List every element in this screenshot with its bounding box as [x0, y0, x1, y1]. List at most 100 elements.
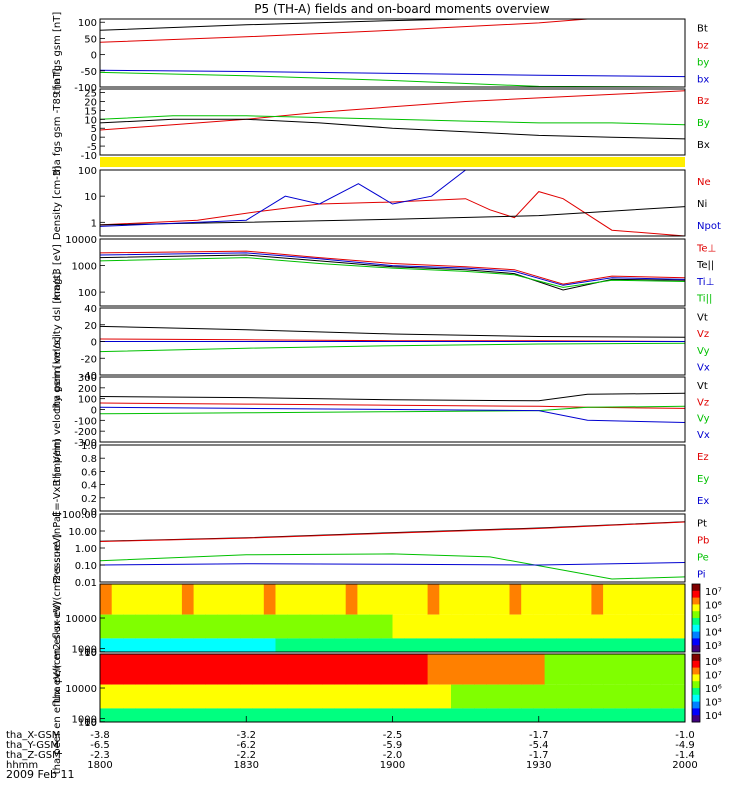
panel-4: 10000 1000 100 magt3 [eV] Te⊥ Te|| Ti⊥ Ti||: [52, 235, 716, 307]
spectrogram-cell: [451, 684, 464, 709]
spectrogram-cell: [392, 708, 405, 722]
spectrogram-cell: [111, 708, 124, 722]
spectrogram-cell: [509, 584, 522, 615]
spectrogram-cell: [345, 638, 358, 652]
spectrogram-cell: [275, 684, 288, 709]
spectrogram-cell: [287, 708, 300, 722]
spectrogram-cell: [591, 654, 604, 685]
x-annotation-value: 2000: [672, 760, 697, 771]
spectrogram-cell: [532, 638, 546, 652]
legend-entry: Pb: [697, 536, 709, 547]
spectrogram-cell: [544, 638, 557, 652]
spectrogram-cell: [100, 638, 113, 652]
spectrogram-cell: [228, 708, 241, 722]
spectrogram-cell: [427, 654, 440, 685]
spectrogram-cell: [135, 708, 148, 722]
y-tick-label: -200: [74, 427, 97, 438]
spectrogram-cell: [228, 684, 241, 709]
spectrogram-cell: [205, 614, 218, 639]
legend-entry: Pe: [697, 553, 709, 564]
spectrogram-cell: [275, 614, 288, 639]
colorbar-tick-label: 10⁸: [705, 657, 722, 668]
legend-entry: Pi: [697, 570, 706, 581]
spectrogram-cell: [263, 708, 276, 722]
series-line-bz: [99, 18, 588, 43]
y-axis-label: Density [cm-3]: [52, 166, 63, 240]
spectrogram-cell: [427, 638, 440, 652]
spectrogram-cell: [287, 614, 300, 639]
panel-frame: [99, 444, 686, 512]
spectrogram-cell: [334, 708, 347, 722]
spectrogram-cell: [334, 614, 347, 639]
spectrogram-cell: [310, 614, 323, 639]
series-line-Bx: [99, 118, 686, 140]
y-tick-label: 0: [91, 406, 97, 417]
x-annotation-value: -5.4: [529, 740, 549, 751]
spectrogram-cell: [603, 708, 616, 722]
spectrogram-cell: [287, 684, 300, 709]
spectrogram-cell: [544, 684, 557, 709]
spectrogram-cell: [486, 684, 499, 709]
spectrogram-cell: [298, 638, 312, 652]
spectrogram-cell: [287, 638, 300, 652]
legend-entry: Vt: [697, 381, 708, 392]
spectrogram-cell: [205, 654, 218, 685]
spectrogram-cell: [509, 614, 522, 639]
colorbar-segment: [692, 654, 700, 662]
spectrogram-cell: [521, 654, 534, 685]
spectrogram-cell: [357, 614, 370, 639]
spectrogram-cell: [392, 638, 405, 652]
spectrogram-cell: [111, 654, 124, 685]
series-line-Ti||: [99, 257, 686, 288]
spectrogram-cell: [626, 708, 639, 722]
spectrogram-cell: [614, 708, 627, 722]
spectrogram-cell: [462, 708, 475, 722]
spectrogram-cell: [263, 614, 276, 639]
spectrogram-cell: [415, 708, 429, 722]
spectrogram-cell: [614, 684, 627, 709]
spectrogram-cell: [263, 638, 276, 652]
spectrogram-cell: [170, 708, 183, 722]
spectrogram-cell: [193, 684, 206, 709]
spectrogram-cell: [509, 638, 522, 652]
spectrogram-cell: [357, 708, 370, 722]
spectrogram-cell: [310, 584, 323, 615]
spectrogram-cell: [240, 614, 253, 639]
series-line-Vx: [99, 406, 686, 423]
spectrogram-cell: [661, 584, 674, 615]
spectrogram-cell: [451, 638, 464, 652]
spectrogram-cell: [638, 584, 651, 615]
spectrogram-cell: [263, 584, 276, 615]
spectrogram-cell: [591, 684, 604, 709]
legend-entry: bz: [697, 41, 709, 52]
panel-2: [100, 157, 685, 167]
spectrogram-cell: [111, 638, 124, 652]
colorbar-tick-label: 10⁶: [705, 684, 722, 695]
spectrogram-cell: [345, 614, 358, 639]
colorbar-tick-label: 10³: [705, 641, 722, 652]
x-annotation-value: 1830: [234, 760, 259, 771]
spectrogram-cell: [497, 708, 510, 722]
x-annotation-value: 1900: [380, 760, 405, 771]
y-axis-label: tha fgs gsm [nT]: [52, 12, 63, 95]
spectrogram-cell: [170, 584, 183, 615]
spectrogram-cell: [380, 638, 393, 652]
spectrogram-cell: [415, 584, 429, 615]
spectrogram-cell: [661, 684, 674, 709]
spectrogram-cell: [123, 654, 136, 685]
spectrogram-cell: [135, 614, 148, 639]
spectrogram-cell: [462, 684, 475, 709]
spectrogram-cell: [626, 638, 639, 652]
spectrogram-cell: [568, 584, 581, 615]
colorbar-segment: [692, 631, 700, 639]
spectrogram-cell: [345, 584, 358, 615]
spectrogram-cell: [369, 654, 382, 685]
spectrogram-cell: [556, 638, 569, 652]
y-tick-label: -5: [87, 142, 97, 153]
series-line-Pi: [99, 562, 686, 566]
series-line-by: [99, 71, 686, 88]
spectrogram-cell: [392, 684, 405, 709]
